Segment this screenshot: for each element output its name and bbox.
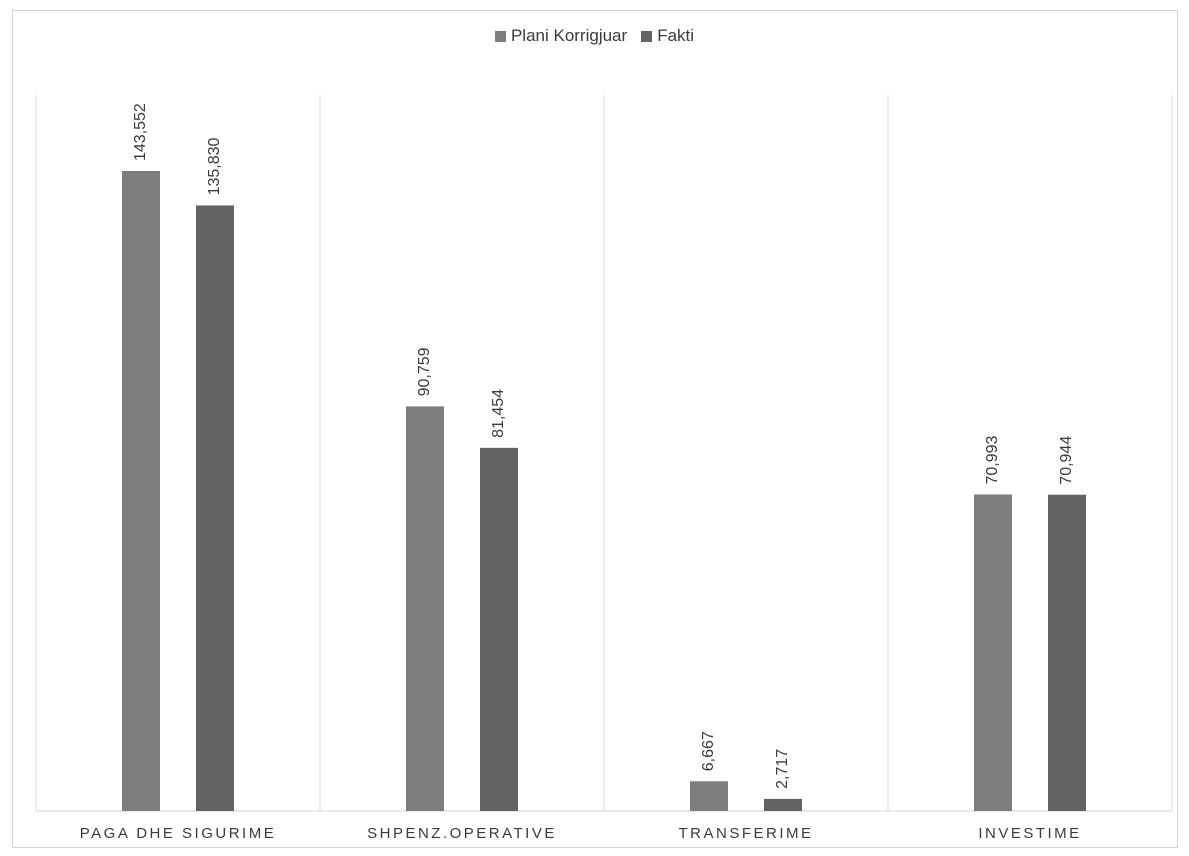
bar-plani-2 [690, 781, 728, 811]
data-label-plani-3: 70,993 [984, 435, 1001, 484]
data-label-fakti-1: 81,454 [490, 389, 507, 438]
bar-fakti-2 [764, 798, 802, 811]
legend-item-plani-korrigjuar: Plani Korrigjuar [494, 26, 628, 46]
data-label-plani-2: 6,667 [700, 731, 717, 771]
bar-plani-0 [122, 171, 160, 811]
bar-fakti-0 [196, 205, 234, 811]
data-label-fakti-0: 135,830 [206, 137, 223, 195]
bar-plani-1 [406, 406, 444, 811]
chart-legend: Plani Korrigjuar Fakti [0, 26, 1189, 46]
bar-plani-3 [974, 494, 1012, 811]
data-label-fakti-2: 2,717 [774, 749, 791, 789]
data-label-plani-0: 143,552 [132, 103, 149, 161]
legend-label-fakti: Fakti [657, 26, 695, 45]
category-label-2: TRANSFERIME [678, 825, 813, 842]
category-label-1: SHPENZ.OPERATIVE [367, 825, 557, 842]
bar-fakti-1 [480, 447, 518, 811]
legend-label-plani-korrigjuar: Plani Korrigjuar [510, 26, 628, 45]
legend-swatch-fakti [641, 30, 653, 42]
data-label-fakti-3: 70,944 [1058, 436, 1075, 485]
data-label-plani-1: 90,759 [416, 347, 433, 396]
legend-item-fakti: Fakti [641, 26, 694, 46]
category-label-0: PAGA DHE SIGURIME [80, 825, 276, 842]
legend-swatch-plani-korrigjuar [494, 30, 506, 42]
category-label-3: INVESTIME [978, 825, 1081, 842]
bar-fakti-3 [1048, 494, 1086, 811]
